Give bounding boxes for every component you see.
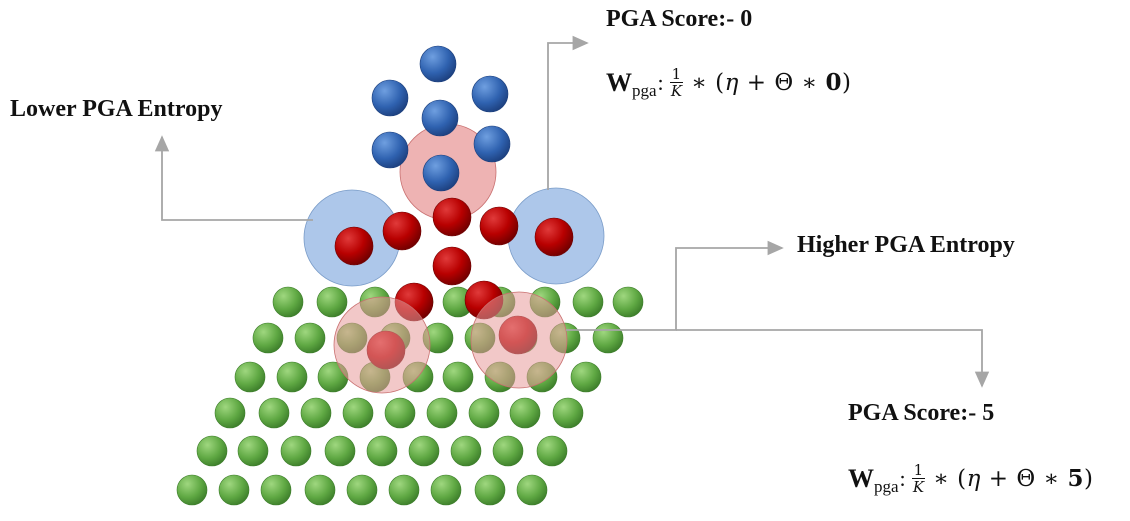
lower-entropy-label: Lower PGA Entropy	[10, 96, 223, 122]
lower-right-red-zone	[470, 291, 568, 389]
score-bottom-arrow	[676, 329, 990, 388]
formula-bottom-colon: :	[899, 465, 906, 491]
blue-node	[419, 45, 457, 83]
blue-node-layer	[371, 45, 511, 192]
blue-node	[473, 125, 511, 163]
formula-bottom-close: )	[1083, 466, 1094, 492]
lower-left-red-zone	[333, 296, 431, 394]
green-node	[450, 435, 482, 467]
green-node	[408, 435, 440, 467]
green-node	[196, 435, 228, 467]
green-node	[324, 435, 356, 467]
connector-layer	[154, 35, 990, 388]
formula-bottom-score: 5	[1067, 465, 1084, 492]
green-node	[260, 474, 292, 506]
formula-top-close: )	[841, 70, 852, 96]
formula-bottom-w: W	[848, 463, 874, 493]
green-node	[366, 435, 398, 467]
green-node	[252, 322, 284, 354]
green-node	[276, 361, 308, 393]
green-node	[592, 322, 624, 354]
green-node-layer	[176, 286, 644, 506]
pga-score-top-label: PGA Score:- 0	[606, 6, 753, 32]
formula-top-numerator: 1	[669, 65, 684, 83]
formula-bottom-mid: + Θ ∗	[980, 466, 1068, 492]
green-node	[214, 397, 246, 429]
green-node	[316, 286, 348, 318]
blue-node	[471, 75, 509, 113]
higher-entropy-label: Higher PGA Entropy	[797, 232, 1015, 258]
red-node	[432, 197, 472, 237]
overlay-zone-layer	[333, 291, 568, 394]
green-node	[342, 397, 374, 429]
formula-top-score: 0	[825, 69, 842, 96]
blue-node	[371, 131, 409, 169]
formula-top-subscript: pga	[632, 80, 657, 100]
green-node	[426, 397, 458, 429]
blue-node	[422, 154, 460, 192]
green-node	[300, 397, 332, 429]
formula-top-colon: :	[657, 69, 664, 95]
formula-top-op: ∗ (	[691, 70, 725, 96]
red-node	[334, 226, 374, 266]
green-node	[346, 474, 378, 506]
green-node	[474, 474, 506, 506]
green-node	[492, 435, 524, 467]
formula-top-mid: + Θ ∗	[738, 70, 826, 96]
score-top-arrow	[547, 35, 589, 190]
blue-node	[421, 99, 459, 137]
green-node	[384, 397, 416, 429]
green-node	[272, 286, 304, 318]
red-node	[534, 217, 574, 257]
formula-bottom-op: ∗ (	[933, 466, 967, 492]
formula-bottom-expression: ∗ (η + Θ ∗ 5)	[933, 465, 1093, 492]
green-node	[280, 435, 312, 467]
green-node	[552, 397, 584, 429]
blue-node	[371, 79, 409, 117]
formula-bottom-denominator: K	[912, 478, 925, 496]
green-node	[388, 474, 420, 506]
green-node	[442, 361, 474, 393]
green-node	[570, 361, 602, 393]
formula-bottom-numerator: 1	[911, 461, 926, 479]
formula-bottom-eta: η	[966, 466, 981, 492]
red-node	[382, 211, 422, 251]
red-node	[432, 246, 472, 286]
lower-entropy-arrow	[154, 135, 313, 221]
green-node	[509, 397, 541, 429]
green-node	[304, 474, 336, 506]
green-node	[536, 435, 568, 467]
green-node	[234, 361, 266, 393]
green-node	[516, 474, 548, 506]
green-node	[612, 286, 644, 318]
green-node	[237, 435, 269, 467]
green-node	[294, 322, 326, 354]
formula-top-w: W	[606, 67, 632, 97]
green-node	[218, 474, 250, 506]
green-node	[468, 397, 500, 429]
formula-top-eta: η	[724, 70, 739, 96]
formula-top-expression: ∗ (η + Θ ∗ 0)	[691, 69, 851, 96]
green-node	[572, 286, 604, 318]
green-node	[258, 397, 290, 429]
formula-bottom-subscript: pga	[874, 476, 899, 496]
formula-top-denominator: K	[670, 82, 683, 100]
red-node	[479, 206, 519, 246]
green-node	[430, 474, 462, 506]
pga-score-bottom-label: PGA Score:- 5	[848, 400, 995, 426]
green-node	[176, 474, 208, 506]
higher-entropy-arrow	[566, 240, 784, 331]
